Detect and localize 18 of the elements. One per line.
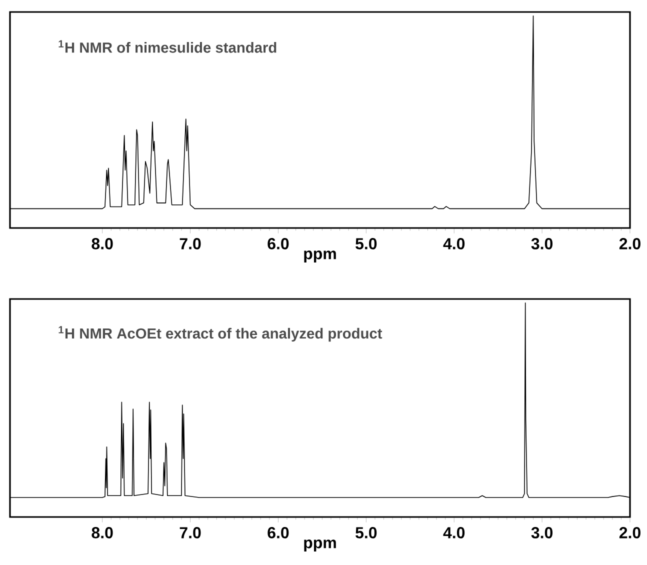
x-axis-title: ppm	[304, 250, 336, 263]
x-tick-label: 3.0	[531, 527, 553, 538]
x-tick-label: 4.0	[443, 238, 465, 250]
x-tick-label: 8.0	[92, 238, 113, 250]
x-tick-label: 4.0	[443, 527, 465, 538]
x-tick-label: 2.0	[619, 238, 640, 250]
x-tick-label: 7.0	[180, 238, 201, 250]
text: $^{1}$H NMR of nimesulide standard	[58, 40, 276, 53]
x-tick-label: 6.0	[268, 238, 289, 250]
x-tick-label: 6.0	[268, 527, 289, 538]
x-tick-label: 7.0	[180, 527, 201, 538]
x-tick-label: 5.0	[356, 527, 377, 538]
x-axis-title: ppm	[304, 540, 336, 552]
x-tick-label: 5.0	[356, 238, 377, 250]
text: $^{1}$H NMR AcOEt extract of the analyzed product	[58, 326, 382, 342]
x-tick-label: 8.0	[92, 527, 113, 538]
x-tick-label: 2.0	[619, 527, 640, 538]
x-tick-label: 3.0	[531, 238, 553, 250]
